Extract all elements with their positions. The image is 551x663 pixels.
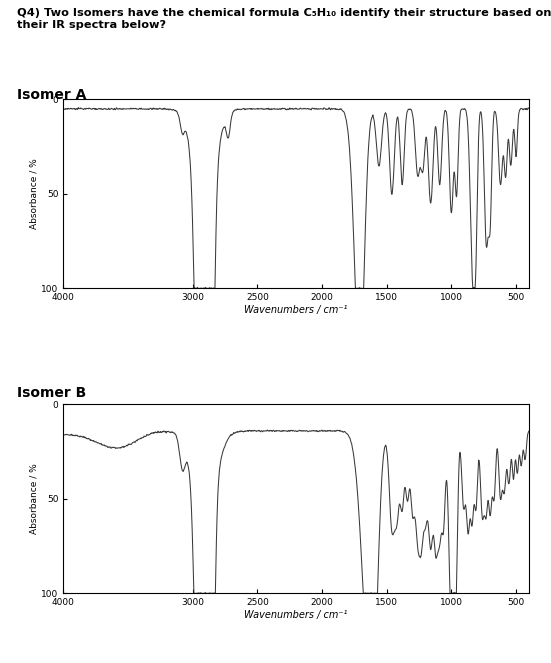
Y-axis label: Absorbance / %: Absorbance / % xyxy=(29,463,39,534)
Text: their IR spectra below?: their IR spectra below? xyxy=(17,20,165,30)
Text: Isomer B: Isomer B xyxy=(17,386,86,400)
Y-axis label: Absorbance / %: Absorbance / % xyxy=(29,158,39,229)
X-axis label: Wavenumbers / cm⁻¹: Wavenumbers / cm⁻¹ xyxy=(245,305,348,315)
X-axis label: Wavenumbers / cm⁻¹: Wavenumbers / cm⁻¹ xyxy=(245,610,348,620)
Text: Isomer A: Isomer A xyxy=(17,88,86,101)
Text: Q4) Two Isomers have the chemical formula C₅H₁₀ identify their structure based o: Q4) Two Isomers have the chemical formul… xyxy=(17,8,551,18)
